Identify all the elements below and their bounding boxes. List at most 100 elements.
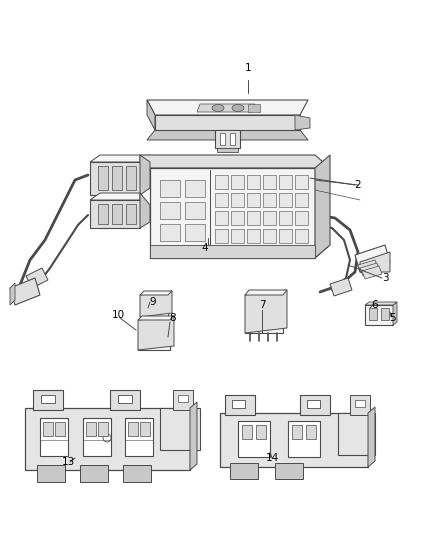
- Polygon shape: [217, 148, 238, 152]
- Polygon shape: [10, 278, 40, 305]
- Bar: [231, 211, 244, 225]
- Text: 5: 5: [390, 313, 396, 323]
- Polygon shape: [150, 168, 315, 258]
- Polygon shape: [80, 465, 108, 482]
- Polygon shape: [215, 130, 240, 148]
- Bar: [126, 204, 136, 224]
- Bar: [112, 204, 122, 224]
- Bar: [160, 202, 180, 219]
- Bar: [307, 400, 320, 408]
- Text: 3: 3: [381, 273, 389, 283]
- Bar: [98, 422, 108, 436]
- Bar: [185, 180, 205, 197]
- Bar: [247, 193, 260, 207]
- Polygon shape: [245, 290, 287, 333]
- Polygon shape: [140, 295, 168, 317]
- Text: 2: 2: [355, 180, 361, 190]
- Polygon shape: [190, 402, 197, 470]
- Bar: [98, 204, 108, 224]
- Bar: [232, 400, 245, 408]
- Bar: [98, 166, 108, 190]
- Bar: [256, 425, 266, 439]
- Polygon shape: [140, 155, 330, 168]
- Text: 4: 4: [201, 243, 208, 253]
- Text: 8: 8: [170, 313, 177, 323]
- Text: 6: 6: [372, 300, 378, 310]
- Bar: [83, 418, 111, 456]
- Bar: [306, 425, 316, 439]
- Polygon shape: [358, 260, 378, 273]
- Bar: [43, 422, 53, 436]
- Polygon shape: [295, 115, 310, 130]
- Polygon shape: [37, 465, 65, 482]
- Text: 10: 10: [111, 310, 124, 320]
- Bar: [215, 211, 228, 225]
- Bar: [41, 395, 55, 403]
- Bar: [242, 425, 252, 439]
- Bar: [247, 211, 260, 225]
- Bar: [295, 211, 308, 225]
- Ellipse shape: [103, 434, 111, 442]
- Polygon shape: [160, 408, 200, 450]
- Polygon shape: [360, 263, 380, 276]
- Bar: [55, 422, 65, 436]
- Bar: [230, 133, 235, 145]
- Polygon shape: [140, 291, 172, 317]
- Polygon shape: [90, 200, 140, 228]
- Polygon shape: [300, 395, 330, 415]
- Polygon shape: [140, 155, 150, 195]
- Bar: [355, 400, 365, 407]
- Bar: [160, 224, 180, 241]
- Bar: [279, 211, 292, 225]
- Polygon shape: [365, 305, 393, 325]
- Polygon shape: [365, 302, 397, 305]
- Polygon shape: [360, 252, 390, 272]
- Polygon shape: [90, 162, 140, 195]
- Bar: [185, 202, 205, 219]
- Ellipse shape: [232, 104, 244, 111]
- Bar: [263, 229, 276, 243]
- Polygon shape: [33, 390, 63, 410]
- Polygon shape: [138, 316, 174, 320]
- Bar: [160, 180, 180, 197]
- Bar: [247, 229, 260, 243]
- Bar: [125, 418, 153, 456]
- Bar: [128, 422, 138, 436]
- Bar: [295, 229, 308, 243]
- Bar: [231, 229, 244, 243]
- Polygon shape: [147, 100, 155, 130]
- Bar: [263, 193, 276, 207]
- Polygon shape: [25, 408, 190, 470]
- Bar: [140, 422, 150, 436]
- Polygon shape: [140, 291, 172, 295]
- Polygon shape: [220, 413, 368, 467]
- Bar: [263, 211, 276, 225]
- Bar: [247, 175, 260, 189]
- Bar: [215, 229, 228, 243]
- Polygon shape: [26, 268, 48, 288]
- Polygon shape: [90, 193, 140, 200]
- Bar: [263, 175, 276, 189]
- Bar: [288, 421, 320, 457]
- Bar: [215, 175, 228, 189]
- Bar: [279, 229, 292, 243]
- Bar: [295, 193, 308, 207]
- Bar: [86, 422, 96, 436]
- Bar: [40, 418, 68, 456]
- Bar: [381, 308, 389, 320]
- Text: 1: 1: [245, 63, 251, 73]
- Bar: [231, 175, 244, 189]
- Polygon shape: [140, 193, 150, 228]
- Bar: [178, 395, 188, 402]
- Bar: [292, 425, 302, 439]
- Text: 13: 13: [61, 457, 74, 467]
- Bar: [220, 133, 225, 145]
- Polygon shape: [147, 100, 308, 115]
- Polygon shape: [315, 155, 330, 258]
- Polygon shape: [338, 413, 375, 455]
- Polygon shape: [355, 245, 390, 272]
- Polygon shape: [330, 278, 352, 296]
- Polygon shape: [393, 302, 397, 325]
- Bar: [231, 193, 244, 207]
- Polygon shape: [110, 390, 140, 410]
